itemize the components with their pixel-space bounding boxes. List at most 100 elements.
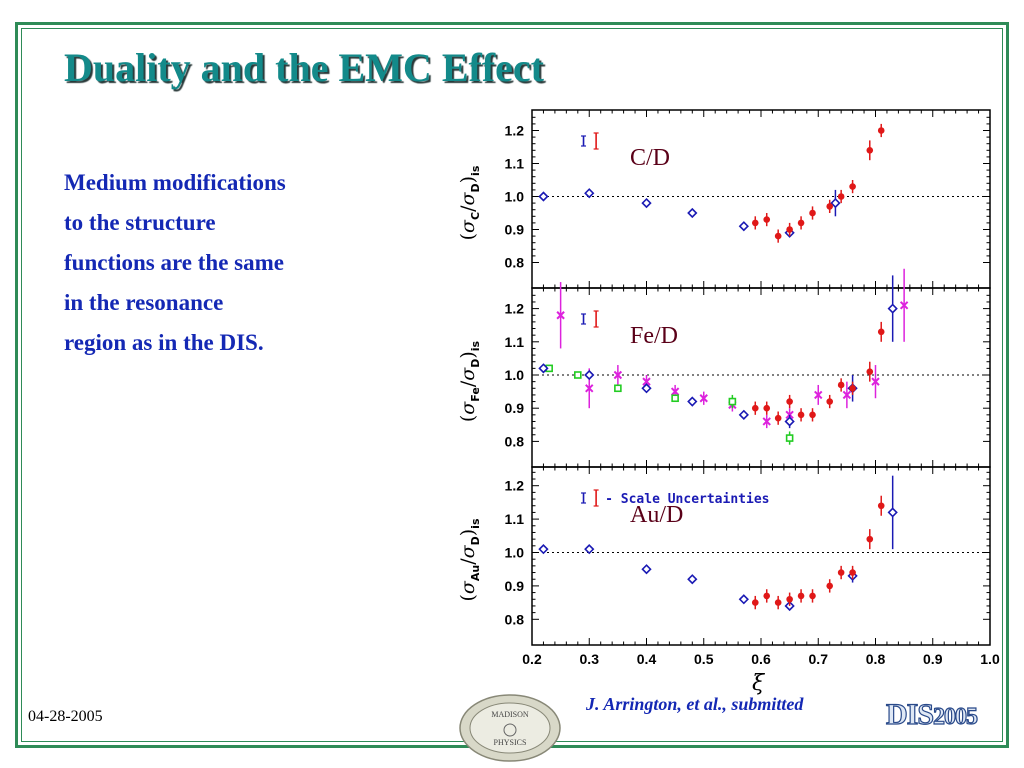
y-tick-label: 1.1 bbox=[505, 511, 525, 527]
data-point-diamond bbox=[641, 383, 652, 394]
y-axis-label-part: D bbox=[469, 536, 482, 545]
data-point-diamond bbox=[641, 564, 652, 575]
y-axis-label-part: σ bbox=[457, 219, 479, 233]
data-point-dot bbox=[763, 216, 771, 223]
y-axis-label-part: C bbox=[469, 212, 482, 220]
data-point-diamond bbox=[538, 363, 549, 374]
panel-label: Fe/D bbox=[630, 323, 678, 349]
data-point-cross bbox=[842, 390, 852, 400]
y-axis-label-part: Fe bbox=[469, 387, 482, 402]
y-axis-label-part: ) bbox=[457, 351, 479, 358]
y-axis-label-part: / bbox=[457, 558, 479, 565]
chart-panel-1: 0.80.91.01.11.2(σC/σD)is C/D bbox=[457, 109, 991, 289]
slide-body-text: Medium modifications to the structure fu… bbox=[64, 163, 404, 363]
data-point-dot bbox=[774, 414, 782, 422]
y-axis-label-part: σ bbox=[457, 544, 479, 558]
data-point-diamond bbox=[641, 197, 652, 209]
data-point-diamond bbox=[538, 544, 549, 555]
data-point-dot bbox=[751, 404, 759, 412]
data-point-diamond bbox=[687, 574, 698, 585]
x-tick-label: 0.5 bbox=[694, 651, 714, 667]
x-tick-label: 0.8 bbox=[866, 651, 886, 667]
y-tick-label: 1.0 bbox=[505, 545, 525, 561]
data-point-dot bbox=[837, 381, 845, 389]
body-line: region as in the DIS. bbox=[64, 330, 264, 355]
y-tick-label: 0.9 bbox=[505, 578, 525, 594]
y-axis-label-part: ( bbox=[457, 594, 479, 601]
body-line: in the resonance bbox=[64, 290, 224, 315]
x-tick-label: 0.9 bbox=[923, 651, 943, 667]
data-point-cross bbox=[762, 417, 771, 426]
y-tick-label: 0.8 bbox=[505, 255, 525, 271]
data-point-cross bbox=[814, 390, 823, 400]
x-tick-label: 0.7 bbox=[809, 651, 829, 667]
seal-text-bottom: PHYSICS bbox=[494, 738, 527, 747]
data-point-cross bbox=[642, 377, 651, 386]
slide-title: Duality and the EMC Effect bbox=[64, 45, 544, 90]
logo-year: 2005 bbox=[932, 703, 978, 730]
data-point-dot bbox=[877, 127, 885, 134]
y-tick-label: 1.1 bbox=[505, 334, 525, 350]
data-point-cross bbox=[613, 370, 623, 380]
y-axis-label-part: / bbox=[457, 380, 479, 387]
y-tick-label: 0.9 bbox=[505, 400, 525, 416]
data-point-dot bbox=[774, 599, 782, 606]
y-axis-label-part: is bbox=[469, 165, 482, 176]
data-point-dot bbox=[797, 411, 805, 419]
data-point-dot bbox=[866, 368, 874, 375]
data-point-square bbox=[614, 384, 622, 393]
data-point-diamond bbox=[584, 544, 595, 555]
data-point-dot bbox=[849, 183, 856, 190]
data-point-dot bbox=[751, 219, 759, 227]
chart-panel-3: 0.80.91.01.11.2(σAu/σD)is Au/D- Scale Unc… bbox=[457, 466, 1000, 695]
y-tick-label: 1.2 bbox=[505, 123, 525, 139]
seal-inner-ring bbox=[469, 702, 551, 754]
x-tick-label: 0.2 bbox=[522, 651, 542, 667]
data-point-diamond bbox=[738, 594, 749, 605]
panel-frame bbox=[531, 109, 991, 289]
panel-frame bbox=[531, 287, 991, 468]
data-point-cross bbox=[670, 387, 680, 396]
data-point-dot bbox=[826, 203, 833, 210]
y-axis-label-part: ) bbox=[457, 176, 479, 183]
y-tick-label: 1.2 bbox=[505, 301, 525, 317]
panel-label: C/D bbox=[630, 145, 670, 171]
y-axis-label-part: σ bbox=[457, 367, 479, 381]
emc-ratio-chart: 0.80.91.01.11.2(σC/σD)is C/D0.80.91.01.11… bbox=[457, 109, 1000, 695]
atom-icon bbox=[503, 723, 517, 737]
data-point-dot bbox=[837, 193, 845, 200]
data-point-dot bbox=[763, 404, 771, 412]
y-axis-label-part: ) bbox=[457, 529, 479, 536]
y-axis-label-part: Au bbox=[469, 565, 482, 581]
citation: J. Arrington, et al., submitted bbox=[586, 694, 804, 714]
data-point-diamond bbox=[687, 207, 698, 219]
y-axis-label-part: is bbox=[469, 340, 482, 351]
data-point-dot bbox=[877, 328, 885, 336]
data-point-diamond bbox=[584, 188, 595, 199]
data-point-dot bbox=[809, 592, 816, 600]
data-point-cross bbox=[699, 394, 708, 403]
data-point-dot bbox=[849, 569, 856, 576]
y-tick-label: 1.2 bbox=[505, 478, 525, 494]
data-point-square bbox=[671, 394, 679, 403]
data-point-dot bbox=[849, 384, 856, 392]
panel-label: Au/D bbox=[630, 502, 683, 528]
y-axis-label: (σFe/σD)is bbox=[457, 340, 482, 422]
data-point-cross bbox=[585, 384, 594, 393]
x-tick-label: 0.4 bbox=[637, 651, 657, 667]
y-axis-label-part: σ bbox=[457, 401, 479, 415]
y-axis-label-part: ( bbox=[457, 415, 479, 422]
data-point-dot bbox=[826, 398, 833, 405]
data-point-dot bbox=[774, 232, 782, 240]
data-point-dot bbox=[786, 226, 793, 233]
y-tick-label: 0.9 bbox=[505, 222, 525, 238]
data-point-diamond bbox=[830, 197, 841, 209]
data-point-dot bbox=[809, 209, 816, 217]
madison-physics-seal: MADISON PHYSICS bbox=[459, 694, 561, 762]
y-axis-label-part: σ bbox=[457, 191, 479, 205]
data-point-dot bbox=[797, 219, 805, 227]
y-tick-label: 1.0 bbox=[505, 367, 525, 383]
data-point-cross bbox=[556, 311, 565, 320]
y-axis-label-part: D bbox=[469, 359, 482, 368]
chart-panel-2: 0.80.91.01.11.2(σFe/σD)is Fe/D bbox=[457, 268, 991, 468]
